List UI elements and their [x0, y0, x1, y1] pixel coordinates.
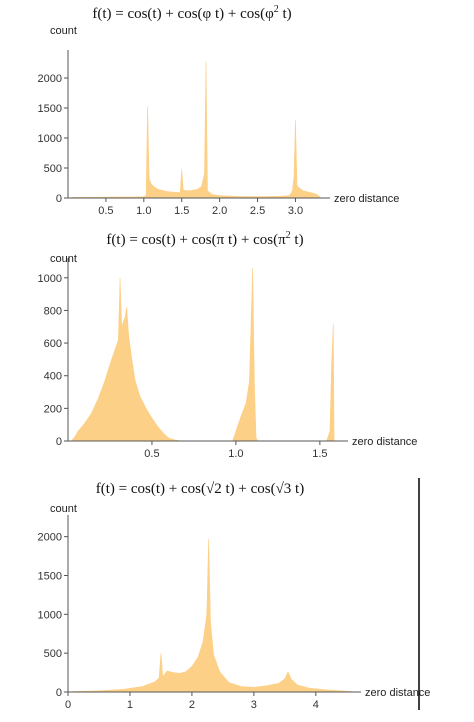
x-tick-label: 0.5 [98, 205, 113, 217]
x-tick-label: 1.0 [136, 205, 151, 217]
chart-pi: f(t) = cos(t) + cos(π t) + cos(π2 t) coun… [38, 230, 418, 460]
x-tick-label: 4 [313, 699, 319, 711]
y-tick-label: 1500 [38, 103, 62, 115]
x-axis-label: zero distance [352, 436, 417, 448]
y-tick-label: 500 [44, 648, 62, 660]
y-tick-label: 600 [44, 338, 62, 350]
y-tick-label: 1000 [38, 133, 62, 145]
x-tick-label: 3 [251, 699, 257, 711]
y-tick-label: 2000 [38, 73, 62, 85]
y-tick-label: 200 [44, 403, 62, 415]
y-axis-label: count [50, 503, 77, 515]
x-tick-label: 2.0 [212, 205, 227, 217]
histogram-area [70, 267, 335, 442]
chart-sqrt: f(t) = cos(t) + cos(√2 t) + cos(√3 t) cou… [38, 481, 431, 711]
y-axis-label: count [50, 25, 77, 37]
x-tick-label: 2 [189, 699, 195, 711]
y-axis-label: count [50, 253, 77, 265]
y-tick-label: 0 [56, 687, 62, 699]
x-tick-label: 1.5 [174, 205, 189, 217]
histogram-area [67, 538, 354, 693]
chart-phi: f(t) = cos(t) + cos(φ t) + cos(φ2 t) coun… [38, 4, 400, 217]
y-tick-label: 0 [56, 436, 62, 448]
y-tick-label: 500 [44, 163, 62, 175]
x-tick-label: 3.0 [288, 205, 303, 217]
y-tick-label: 2000 [38, 532, 62, 544]
y-tick-label: 1000 [38, 609, 62, 621]
chart-title: f(t) = cos(t) + cos(√2 t) + cos(√3 t) [96, 481, 304, 497]
x-tick-label: 0 [65, 699, 71, 711]
x-tick-label: 1.0 [228, 448, 243, 460]
x-tick-label: 1.5 [312, 448, 327, 460]
histogram-area [71, 61, 321, 199]
y-tick-label: 1500 [38, 570, 62, 582]
y-tick-label: 800 [44, 305, 62, 317]
y-tick-label: 400 [44, 371, 62, 383]
x-tick-label: 1 [127, 699, 133, 711]
chart-title: f(t) = cos(t) + cos(π t) + cos(π2 t) [106, 230, 303, 248]
chart-title: f(t) = cos(t) + cos(φ t) + cos(φ2 t) [92, 4, 291, 22]
y-tick-label: 1000 [38, 273, 62, 285]
x-tick-label: 0.5 [144, 448, 159, 460]
y-tick-label: 0 [56, 193, 62, 205]
x-tick-label: 2.5 [250, 205, 265, 217]
x-axis-label: zero distance [334, 193, 399, 205]
x-axis-label: zero distance [365, 687, 430, 699]
